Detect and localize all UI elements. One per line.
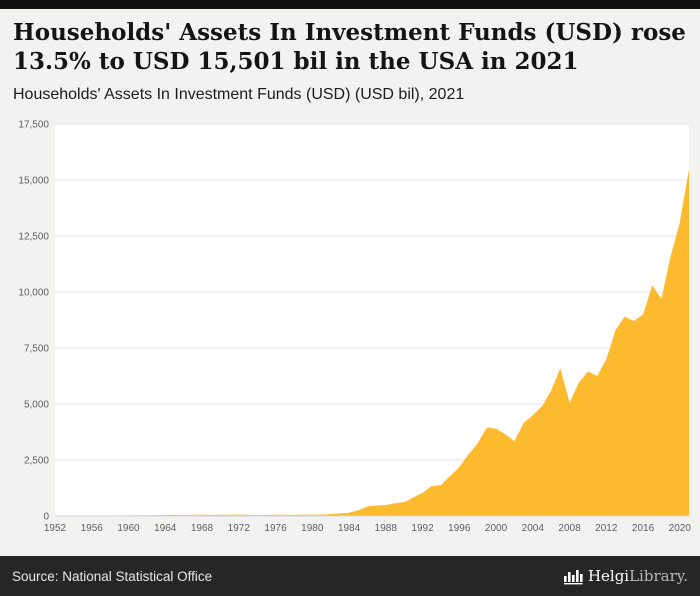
- svg-text:15,000: 15,000: [18, 175, 49, 186]
- svg-text:1952: 1952: [44, 523, 67, 534]
- svg-text:1980: 1980: [301, 523, 324, 534]
- source-text: Source: National Statistical Office: [12, 568, 213, 584]
- svg-text:2008: 2008: [558, 523, 581, 534]
- svg-text:2000: 2000: [485, 523, 508, 534]
- svg-text:2004: 2004: [522, 523, 545, 534]
- svg-text:7,500: 7,500: [24, 343, 49, 354]
- helgi-library-logo[interactable]: HelgiLibrary.: [563, 567, 688, 585]
- logo-bars-icon: [563, 570, 583, 585]
- svg-text:1988: 1988: [375, 523, 398, 534]
- svg-text:2020: 2020: [669, 523, 692, 534]
- footer-bar: Source: National Statistical Office Helg…: [0, 556, 700, 596]
- svg-text:17,500: 17,500: [18, 119, 49, 130]
- svg-text:1992: 1992: [411, 523, 434, 534]
- svg-text:1968: 1968: [191, 523, 214, 534]
- svg-text:2016: 2016: [632, 523, 655, 534]
- chart-title: Households' Assets In Investment Funds (…: [13, 19, 686, 76]
- svg-text:1976: 1976: [264, 523, 287, 534]
- top-accent-bar: [0, 0, 700, 9]
- svg-text:1972: 1972: [228, 523, 251, 534]
- logo-text-library: Library.: [629, 567, 688, 585]
- svg-text:1956: 1956: [81, 523, 104, 534]
- logo-text: HelgiLibrary.: [588, 567, 688, 585]
- svg-text:10,000: 10,000: [18, 287, 49, 298]
- svg-text:12,500: 12,500: [18, 231, 49, 242]
- svg-text:0: 0: [43, 511, 49, 522]
- svg-text:2,500: 2,500: [24, 455, 49, 466]
- svg-text:2012: 2012: [595, 523, 618, 534]
- area-chart: 0 2,500 5,000 7,500 10,000 12,500 15,000 17,500…: [18, 119, 692, 534]
- logo-text-helgi: Helgi: [587, 567, 630, 585]
- svg-text:1960: 1960: [117, 523, 140, 534]
- svg-text:5,000: 5,000: [24, 399, 49, 410]
- chart-area: 0 2,500 5,000 7,500 10,000 12,500 15,000 17,500…: [3, 110, 700, 547]
- svg-text:1996: 1996: [448, 523, 471, 534]
- svg-text:1964: 1964: [154, 523, 177, 534]
- chart-subtitle: Households' Assets In Investment Funds (…: [13, 85, 465, 103]
- svg-text:1984: 1984: [338, 523, 361, 534]
